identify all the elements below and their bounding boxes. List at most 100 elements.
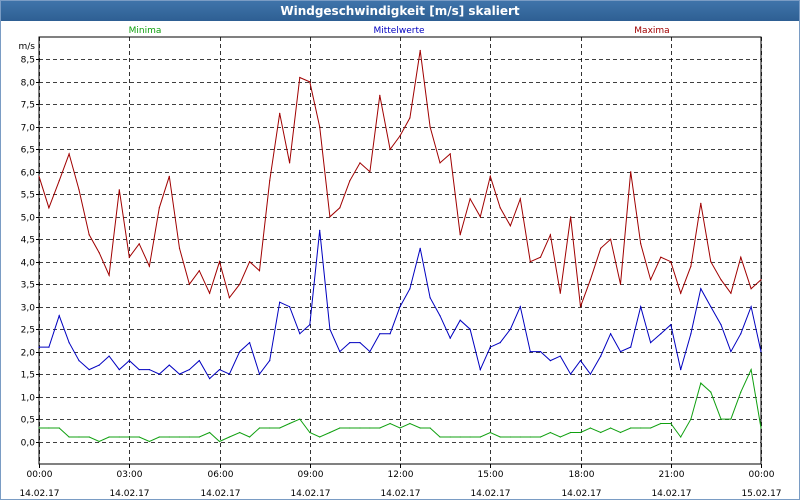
data-point-minima <box>138 436 140 438</box>
data-point-minima <box>559 436 561 438</box>
data-point-mittelwerte <box>619 351 622 353</box>
data-point-maxima <box>88 234 90 236</box>
data-point-mittelwerte <box>389 333 391 335</box>
series-line-mittelwerte <box>39 230 762 380</box>
plot-frame <box>38 36 762 465</box>
data-point-mittelwerte <box>630 346 632 348</box>
x-tick-time-label: 15:00 <box>478 470 504 480</box>
data-point-maxima <box>138 243 140 245</box>
data-point-minima <box>329 431 331 434</box>
data-point-minima <box>178 436 181 438</box>
data-point-minima <box>218 440 221 443</box>
data-point-maxima <box>559 292 561 294</box>
data-point-minima <box>108 436 110 438</box>
y-tick-label: 5,0 <box>21 214 36 224</box>
data-point-mittelwerte <box>429 297 431 299</box>
data-point-minima <box>740 391 742 393</box>
data-point-mittelwerte <box>299 333 301 335</box>
data-point-maxima <box>218 261 221 263</box>
data-point-maxima <box>339 207 341 209</box>
data-point-minima <box>600 431 602 434</box>
x-tick-date-label: 15.02.17 <box>741 489 781 499</box>
data-point-maxima <box>630 171 632 173</box>
data-point-maxima <box>529 261 531 263</box>
data-point-maxima <box>539 256 542 258</box>
data-point-maxima <box>38 175 40 177</box>
data-point-minima <box>720 418 722 420</box>
data-point-minima <box>389 422 391 425</box>
data-point-maxima <box>399 135 401 137</box>
y-tick-label: 4,5 <box>21 236 35 246</box>
data-point-minima <box>269 427 271 429</box>
data-point-mittelwerte <box>309 324 311 326</box>
data-point-mittelwerte <box>239 351 241 353</box>
x-tick-date-label: 14.02.17 <box>290 489 330 499</box>
data-point-maxima <box>178 247 181 249</box>
data-point-minima <box>750 369 752 371</box>
data-point-maxima <box>579 306 582 308</box>
data-point-mittelwerte <box>128 360 130 362</box>
data-point-mittelwerte <box>148 369 150 371</box>
y-tick-label: 1,5 <box>21 371 35 381</box>
data-point-mittelwerte <box>188 369 190 371</box>
data-point-minima <box>38 427 40 429</box>
x-tick-time-label: 09:00 <box>298 470 324 480</box>
data-point-mittelwerte <box>158 373 160 375</box>
data-point-mittelwerte <box>570 373 572 375</box>
data-point-mittelwerte <box>479 369 481 371</box>
data-point-minima <box>158 436 160 438</box>
x-tick-time-label: 18:00 <box>569 470 595 480</box>
data-point-maxima <box>459 234 461 236</box>
data-point-mittelwerte <box>359 342 361 344</box>
data-point-minima <box>479 436 481 438</box>
x-tick-time-label: 03:00 <box>117 470 143 480</box>
data-point-minima <box>570 431 572 434</box>
data-point-maxima <box>439 162 441 164</box>
x-tick-time-label: 21:00 <box>659 470 685 480</box>
data-point-maxima <box>309 81 311 83</box>
data-point-mittelwerte <box>168 364 170 366</box>
data-point-mittelwerte <box>78 360 80 362</box>
data-point-mittelwerte <box>610 333 612 335</box>
data-point-mittelwerte <box>269 360 271 362</box>
data-point-maxima <box>650 279 652 281</box>
data-point-minima <box>319 436 321 438</box>
data-point-maxima <box>349 180 351 182</box>
data-point-minima <box>429 427 431 429</box>
data-point-maxima <box>168 175 170 177</box>
data-point-mittelwerte <box>399 306 401 308</box>
data-point-minima <box>730 418 732 420</box>
y-tick-label: 0,5 <box>21 416 35 426</box>
data-point-maxima <box>720 279 722 281</box>
x-tick-time-label: 00:00 <box>749 470 775 480</box>
data-point-minima <box>299 418 301 420</box>
data-point-minima <box>760 427 762 429</box>
data-point-minima <box>58 427 60 429</box>
data-point-maxima <box>660 256 662 258</box>
data-point-minima <box>449 436 451 438</box>
data-point-mittelwerte <box>509 328 511 330</box>
data-point-maxima <box>329 216 331 218</box>
data-point-mittelwerte <box>680 369 682 371</box>
x-tick-date-label: 14.02.17 <box>380 489 420 499</box>
data-point-mittelwerte <box>710 306 712 308</box>
data-point-minima <box>128 436 130 438</box>
legend-mittelwerte: Mittelwerte <box>373 26 424 36</box>
data-point-mittelwerte <box>218 369 221 371</box>
data-point-minima <box>198 436 200 438</box>
data-point-minima <box>529 436 531 438</box>
data-point-maxima <box>58 180 60 182</box>
data-point-mittelwerte <box>499 342 501 344</box>
data-point-minima <box>48 427 50 429</box>
data-point-mittelwerte <box>319 229 321 231</box>
data-point-minima <box>399 427 401 429</box>
data-point-maxima <box>188 283 190 285</box>
data-point-mittelwerte <box>660 333 662 335</box>
data-point-maxima <box>489 175 491 177</box>
data-point-mittelwerte <box>700 288 702 290</box>
data-point-minima <box>489 431 491 434</box>
data-point-mittelwerte <box>38 346 40 348</box>
data-point-maxima <box>68 153 70 155</box>
data-point-mittelwerte <box>118 369 120 371</box>
data-point-mittelwerte <box>529 351 531 353</box>
